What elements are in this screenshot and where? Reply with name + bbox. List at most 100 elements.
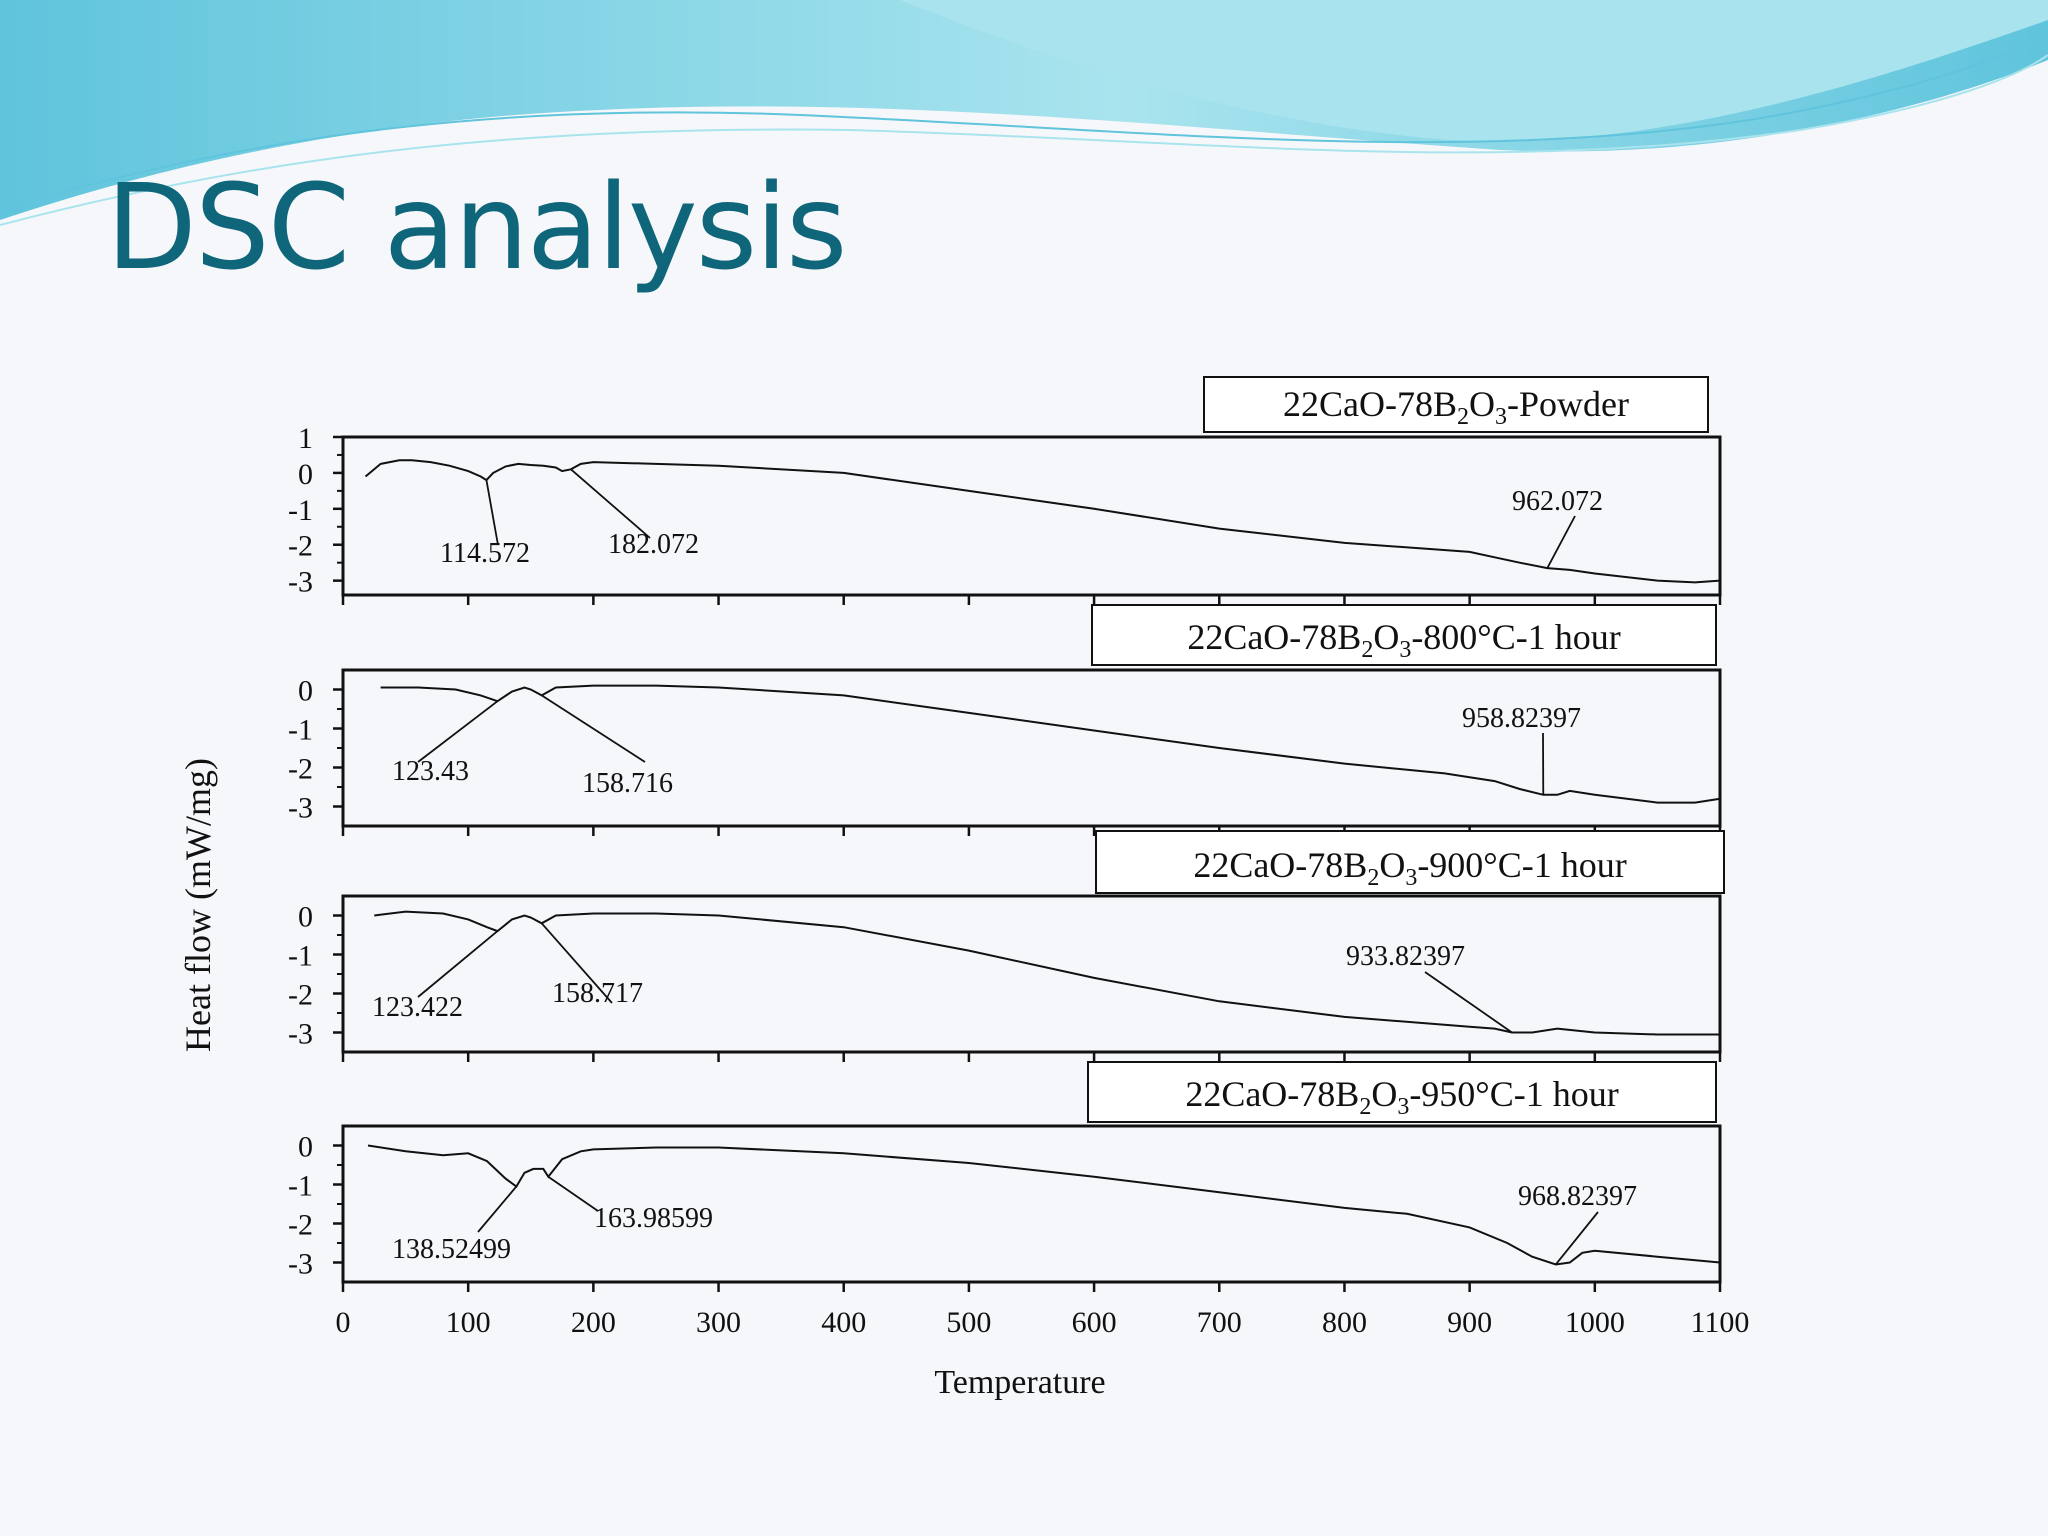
- annotation-leader: [541, 922, 613, 1004]
- annotation-leader: [570, 468, 651, 539]
- label-text: -Powder: [1507, 384, 1629, 424]
- label-text: O: [1371, 1074, 1397, 1114]
- y-tick-label: -2: [288, 1209, 313, 1242]
- sample-label-box: [1203, 376, 1709, 433]
- label-text: 22CaO-78B: [1187, 617, 1361, 657]
- y-tick-label: -2: [288, 530, 313, 563]
- sample-label-box: [1087, 1061, 1717, 1123]
- dsc-curve: [367, 1144, 1721, 1266]
- x-tick-label: 700: [1197, 1306, 1242, 1339]
- annotation-leader: [1546, 515, 1576, 569]
- y-tick-label: -3: [288, 566, 313, 599]
- peak-annotation: 958.82397: [1462, 703, 1581, 734]
- y-tick-label: 0: [298, 1131, 313, 1164]
- annotation-leader: [1555, 1211, 1599, 1266]
- sample-label: 22CaO-78B2O3-Powder: [1283, 384, 1629, 430]
- y-tick-label: -1: [288, 714, 313, 747]
- label-subscript: 3: [1405, 865, 1417, 891]
- header-wave-line-1: [0, 34, 2048, 211]
- dsc-curve: [374, 910, 1720, 1036]
- label-text: -900°C-1 hour: [1417, 845, 1626, 885]
- header-wave-line-2: [0, 54, 2048, 226]
- peak-annotation: 158.717: [552, 978, 643, 1009]
- y-tick-label: -3: [288, 1248, 313, 1281]
- peak-annotation: 158.716: [582, 768, 673, 799]
- plot-frame: [341, 1124, 1722, 1284]
- label-subscript: 2: [1361, 637, 1373, 663]
- sample-label: 22CaO-78B2O3-900°C-1 hour: [1193, 845, 1626, 891]
- peak-annotation: 123.422: [372, 992, 463, 1023]
- peak-annotation: 182.072: [608, 529, 699, 560]
- x-tick-label: 900: [1447, 1306, 1492, 1339]
- x-tick-label: 400: [821, 1306, 866, 1339]
- label-subscript: 2: [1359, 1094, 1371, 1120]
- plot-frame: [341, 668, 1722, 828]
- y-tick-label: -2: [288, 979, 313, 1012]
- panel-4: 0 -1 -2 -3 138.52499 163.98599 968.82397 22CaO-…: [288, 1061, 1722, 1292]
- y-tick-label: -3: [288, 792, 313, 825]
- annotation-leader: [1424, 971, 1513, 1034]
- panel-1: 10-1-2-3 114.572 182.072 962.072 22CaO-78B2O…: [288, 376, 1722, 605]
- panel-2: 0 -1 -2 -3 123.43 158.716 958.82397 22CaO-78B2O…: [288, 604, 1722, 836]
- annotation-leader: [485, 479, 499, 546]
- x-tick-label: 0: [336, 1306, 351, 1339]
- plot-frame: [341, 435, 1722, 597]
- dsc-curve: [380, 684, 1721, 804]
- label-text: 22CaO-78B: [1283, 384, 1457, 424]
- label-subscript: 2: [1367, 865, 1379, 891]
- x-tick-label: 1100: [1691, 1306, 1750, 1339]
- label-subscript: 3: [1397, 1094, 1409, 1120]
- label-text: -950°C-1 hour: [1409, 1074, 1618, 1114]
- label-subscript: 3: [1399, 637, 1411, 663]
- x-tick-label: 100: [446, 1306, 491, 1339]
- label-text: O: [1373, 617, 1399, 657]
- label-text: 22CaO-78B: [1193, 845, 1367, 885]
- slide-title: DSC analysis: [106, 158, 847, 296]
- y-tick-label: 1: [298, 422, 313, 455]
- x-tick-label: 300: [696, 1306, 741, 1339]
- x-axis-label: Temperature: [934, 1364, 1105, 1401]
- y-tick-label: -1: [288, 1170, 313, 1203]
- sample-label-box: [1095, 830, 1725, 894]
- dsc-curve: [364, 459, 1721, 584]
- x-tick-label: 600: [1072, 1306, 1117, 1339]
- peak-annotation: 962.072: [1512, 486, 1603, 517]
- peak-annotation: 968.82397: [1518, 1181, 1637, 1212]
- y-tick-label: 0: [298, 901, 313, 934]
- y-tick-label: -1: [288, 494, 313, 527]
- y-tick-label: -1: [288, 940, 313, 973]
- label-text: O: [1379, 845, 1405, 885]
- panel-3: 0 -1 -2 -3 123.422 158.717 933.82397 22CaO-78B2…: [288, 830, 1725, 1062]
- y-tick-label: -3: [288, 1018, 313, 1051]
- x-tick-label: 500: [946, 1306, 991, 1339]
- label-text: O: [1469, 384, 1495, 424]
- label-subscript: 2: [1457, 404, 1469, 430]
- sample-label-box: [1091, 604, 1717, 666]
- label-text: -800°C-1 hour: [1411, 617, 1620, 657]
- annotation-leader: [477, 1185, 518, 1233]
- peak-annotation: 933.82397: [1346, 941, 1465, 972]
- peak-annotation: 123.43: [392, 756, 469, 787]
- sample-label: 22CaO-78B2O3-950°C-1 hour: [1185, 1074, 1618, 1120]
- sample-label: 22CaO-78B2O3-800°C-1 hour: [1187, 617, 1620, 663]
- y-tick-label: -2: [288, 753, 313, 786]
- peak-annotation: 163.98599: [594, 1203, 713, 1234]
- y-tick-label: 0: [298, 675, 313, 708]
- peak-annotation: 138.52499: [392, 1234, 511, 1265]
- annotation-leader: [417, 930, 499, 998]
- x-tick-label: 200: [571, 1306, 616, 1339]
- label-subscript: 3: [1495, 404, 1507, 430]
- label-text: 22CaO-78B: [1185, 1074, 1359, 1114]
- x-tick-label: 1000: [1565, 1306, 1625, 1339]
- x-axis: 0 100 200 300 400 500 600 700 800 900 1000 1100: [336, 1306, 1750, 1339]
- header-wave-light: [900, 0, 2048, 142]
- annotation-leader: [417, 700, 499, 763]
- y-axis-label: Heat flow (mW/mg): [178, 758, 218, 1052]
- annotation-leader: [547, 1175, 599, 1212]
- y-tick-label: 0: [298, 458, 313, 491]
- annotation-leader: [541, 694, 646, 763]
- x-tick-label: 800: [1322, 1306, 1367, 1339]
